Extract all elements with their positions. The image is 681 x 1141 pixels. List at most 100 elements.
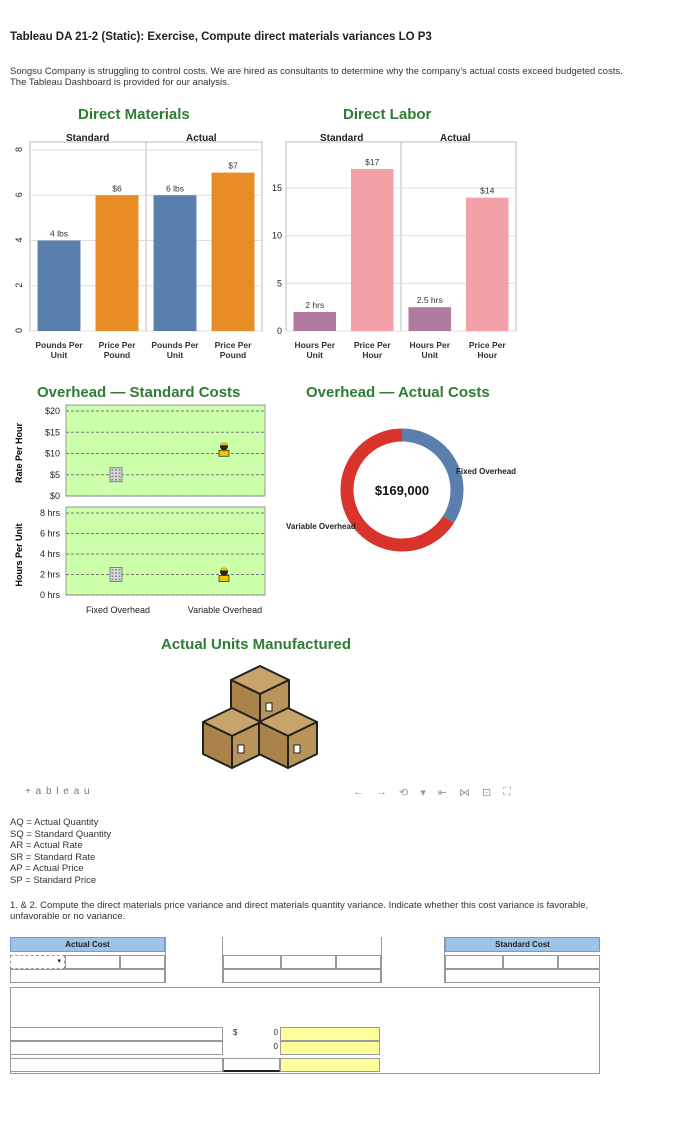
bar (211, 172, 255, 331)
divider-right (381, 937, 445, 983)
toolbar-button-icon[interactable]: ⛶ (503, 786, 511, 798)
category-label: Pounds Per Unit (35, 340, 83, 360)
mid-input-2[interactable] (281, 955, 336, 969)
direct-materials-heading: Direct Materials (78, 106, 190, 123)
y-tick-label: 4 (14, 238, 24, 243)
overhead-standard-heading: Overhead — Standard Costs (37, 384, 241, 401)
total-variance-value (223, 1058, 280, 1072)
mid-input-3[interactable] (336, 955, 381, 969)
toolbar-button-icon[interactable]: ⋈ (458, 787, 470, 799)
hours-tick-label: 6 hrs (40, 529, 61, 539)
rate-tick-label: $0 (50, 491, 60, 501)
bar-value-label: 2 hrs (305, 300, 324, 310)
price-variance-input[interactable] (10, 1027, 223, 1041)
category-label: Price Per Pound (98, 340, 136, 360)
page-title: Tableau DA 21-2 (Static): Exercise, Comp… (10, 31, 432, 43)
direct-materials-chart: 0 2 4 6 8 4 lbs $6 6 lbs $7 (14, 141, 263, 333)
rate-tick-label: $20 (45, 406, 60, 416)
definition-item: SQ = Standard Quantity (10, 828, 112, 840)
y-tick-label: 5 (277, 278, 282, 288)
price-variance-type[interactable] (280, 1027, 380, 1041)
category-label: Hours Per Unit (294, 340, 336, 360)
actual-cost-header: Actual Cost (10, 937, 165, 952)
rate-tick-label: $5 (50, 470, 60, 480)
donut-label: Variable Overhead (286, 522, 356, 531)
rate-panel (65, 404, 266, 497)
bar-value-label: $7 (228, 161, 238, 171)
actual-input-1[interactable] (65, 955, 120, 969)
definition-item: AQ = Actual Quantity (10, 817, 99, 828)
y-tick-label: 6 (14, 192, 24, 197)
building-icon (109, 567, 123, 582)
toolbar-button-icon[interactable]: ⇤ (437, 787, 447, 799)
hours-tick-label: 8 hrs (40, 508, 61, 518)
bar (408, 307, 452, 331)
category-label: Hours Per Unit (409, 340, 451, 360)
hours-tick-label: 4 hrs (40, 549, 61, 559)
bar (95, 195, 139, 331)
bar-value-label: 6 lbs (166, 183, 184, 193)
bar (350, 169, 394, 331)
worker-icon (218, 442, 230, 457)
toolbar-button-icon[interactable]: ← (353, 786, 364, 798)
category-label: Price Per Hour (353, 340, 391, 360)
actual-quantity-select[interactable]: ▾ (10, 955, 65, 969)
standard-cost-header: Standard Cost (445, 937, 600, 952)
total-variance-type[interactable] (280, 1058, 380, 1072)
toolbar-button-icon[interactable]: ⊡ (481, 787, 492, 799)
dl-standard-label: Standard (320, 133, 364, 144)
std-input-3[interactable] (558, 955, 600, 969)
bar-value-label: $17 (365, 157, 379, 167)
y-tick-label: 8 (14, 147, 24, 152)
definition-item: SR = Standard Rate (10, 851, 96, 863)
category-label: Price Per Pound (214, 340, 252, 360)
definition-item: AP = Actual Price (10, 863, 84, 874)
toolbar-button-icon[interactable]: ▾ (420, 787, 426, 799)
tableau-logo: + a b l e a u (25, 786, 91, 797)
rate-tick-label: $15 (45, 427, 60, 437)
hours-panel (65, 506, 266, 596)
quantity-variance-input[interactable] (10, 1041, 223, 1055)
total-variance-input[interactable] (10, 1058, 223, 1072)
question-text: 1. & 2. Compute the direct materials pri… (10, 900, 589, 922)
dm-actual-label: Actual (186, 133, 217, 144)
std-input-1[interactable] (445, 955, 503, 969)
donut-slice (340, 428, 454, 552)
tableau-toolbar: + a b l e a u ← → ⟲ ▾ ⇤ ⋈ ⊡ ⛶ (15, 786, 527, 800)
definition-item: AR = Actual Rate (10, 840, 83, 851)
definition-item: SP = Standard Price (10, 874, 97, 886)
quantity-variance-type[interactable] (280, 1041, 380, 1055)
donut-label: Fixed Overhead (456, 467, 516, 476)
price-variance-value: 0 (250, 1027, 278, 1041)
toolbar-button-icon[interactable]: → (376, 786, 387, 798)
overhead-actual-heading: Overhead — Actual Costs (306, 384, 490, 401)
hours-tick-label: 0 hrs (40, 590, 61, 600)
std-input-2[interactable] (503, 955, 558, 969)
donut-slice (401, 428, 464, 523)
overhead-standard-chart: $20 $15 $10 $5 $0 8 hrs 6 hrs 4 hrs 2 hrs 0 hrs Ra… (14, 404, 266, 615)
row2-mid (223, 969, 381, 983)
hours-axis-title: Hours Per Unit (14, 523, 24, 586)
building-icon (109, 467, 123, 483)
actual-input-2[interactable] (120, 955, 165, 969)
bar-value-label: 2.5 hrs (417, 295, 443, 305)
divider-left (165, 937, 223, 983)
definitions-list: AQ = Actual Quantity SQ = Standard Quanti… (10, 817, 111, 886)
intro-text: Songsu Company is struggling to control … (10, 66, 623, 88)
dl-actual-label: Actual (440, 133, 471, 144)
rate-axis-title: Rate Per Hour (14, 423, 24, 484)
bar-value-label: $14 (480, 186, 494, 196)
y-tick-label: 15 (272, 183, 282, 193)
quantity-variance-value: 0 (250, 1041, 278, 1055)
direct-labor-heading: Direct Labor (343, 106, 432, 123)
toolbar-button-icon[interactable]: ⟲ (399, 787, 409, 799)
row2-left (10, 969, 165, 983)
price-variance-dollar: $ (230, 1027, 250, 1041)
hours-tick-label: 2 hrs (40, 570, 61, 580)
mid-input-1[interactable] (223, 955, 281, 969)
bar (153, 195, 197, 331)
units-heading: Actual Units Manufactured (161, 636, 352, 653)
category-label: Pounds Per Unit (151, 340, 199, 360)
category-label: Fixed Overhead (86, 605, 150, 615)
bar-value-label: $6 (112, 183, 122, 193)
